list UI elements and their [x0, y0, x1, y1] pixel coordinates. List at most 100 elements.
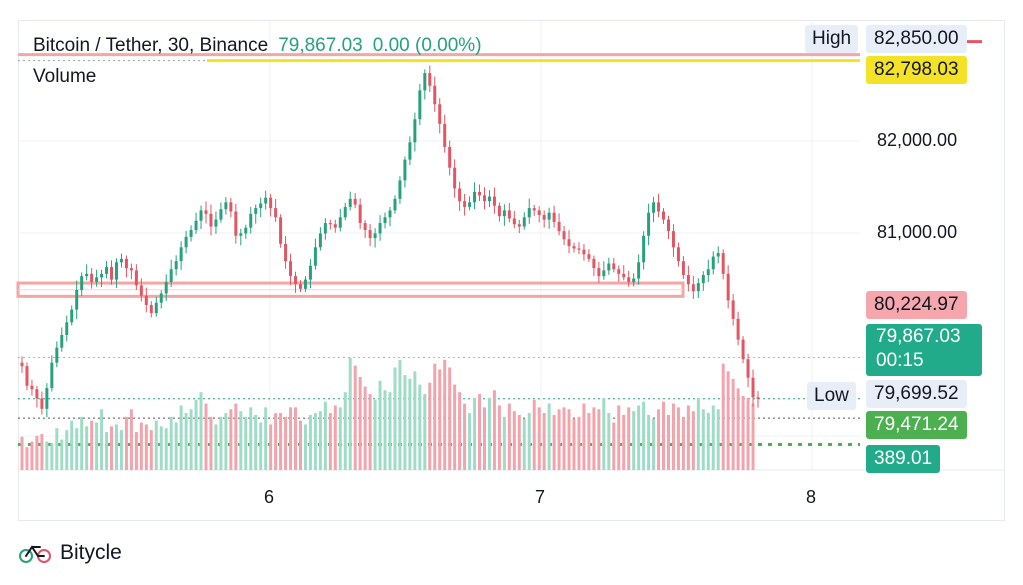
candle-body: [264, 197, 268, 204]
candle-body: [308, 265, 312, 280]
volume-bar: [716, 409, 720, 470]
candle-body: [478, 191, 482, 196]
volume-bar: [726, 371, 730, 470]
volume-bar: [632, 411, 636, 470]
candle-body: [169, 269, 173, 282]
candle-body: [736, 318, 740, 340]
candle-body: [443, 123, 447, 147]
candle-body: [75, 290, 79, 310]
candle-body: [507, 210, 511, 219]
volume-bar: [204, 403, 208, 470]
green-level-tag: 79,471.24: [866, 411, 967, 439]
candle-body: [358, 204, 362, 224]
candle-body: [60, 335, 64, 348]
candle-body: [557, 221, 561, 232]
volume-bar: [443, 359, 447, 470]
candle-body: [269, 197, 273, 209]
volume-bar: [323, 401, 327, 470]
volume-bar: [75, 428, 79, 470]
volume-bar: [617, 405, 621, 470]
candle-body: [363, 223, 367, 230]
candle-body: [671, 231, 675, 248]
candle-body: [184, 236, 188, 248]
volume-bar: [60, 439, 64, 470]
candle-body: [706, 269, 710, 275]
legend-last-price: 79,867.03: [278, 35, 363, 56]
volume-bar: [114, 424, 118, 470]
volume-bar: [622, 414, 626, 470]
candle-body: [686, 275, 690, 285]
volume-bar: [239, 411, 243, 470]
candle-body: [512, 218, 516, 225]
volume-bar: [164, 428, 168, 470]
volume-bar: [502, 416, 506, 470]
volume-bar: [552, 414, 556, 470]
candle-body: [542, 215, 546, 220]
candle-body: [597, 268, 601, 277]
volume-bar: [408, 378, 412, 470]
volume-bar: [701, 409, 705, 470]
candle-body: [532, 208, 536, 211]
volume-bar: [318, 411, 322, 470]
volume-bar: [294, 407, 298, 470]
volume-bar: [55, 428, 59, 470]
candle-body: [199, 210, 203, 221]
candle-body: [159, 293, 163, 303]
high-label: High: [805, 25, 859, 53]
candle-body: [497, 205, 501, 217]
volume-bar: [547, 403, 551, 470]
volume-bar: [119, 430, 123, 470]
volume-bar: [602, 397, 606, 470]
candle-body: [338, 217, 342, 228]
volume-bar: [100, 409, 104, 470]
candle-body: [254, 208, 258, 214]
candle-body: [134, 270, 138, 286]
volume-bar: [671, 403, 675, 470]
volume-bar: [35, 435, 39, 470]
volume-bar: [642, 401, 646, 470]
candle-body: [696, 283, 700, 292]
volume-bar: [363, 386, 367, 470]
candle-body: [318, 233, 322, 248]
red-level-tag: 80,224.97: [866, 291, 967, 319]
volume-bar: [20, 436, 24, 470]
volume-bar: [348, 358, 352, 470]
volume-bar: [647, 414, 651, 470]
candle-body: [249, 213, 253, 228]
volume-bar: [313, 413, 317, 470]
volume-bar: [45, 441, 49, 470]
candle-body: [313, 247, 317, 266]
candle-body: [482, 195, 486, 202]
candle-body: [274, 208, 278, 218]
volume-bar: [303, 424, 307, 470]
volume-bar: [448, 367, 452, 470]
candle-body: [691, 284, 695, 292]
volume-bar: [537, 407, 541, 470]
candle-body: [453, 167, 457, 189]
volume-bar: [333, 405, 337, 470]
volume-bar: [567, 409, 571, 470]
brand-logo[interactable]: Bitycle: [18, 541, 122, 565]
candle-body: [25, 366, 29, 386]
volume-bar: [328, 413, 332, 470]
volume-bar: [214, 424, 218, 470]
volume-bar: [736, 388, 740, 470]
volume-bar: [492, 390, 496, 470]
candle-body: [224, 202, 228, 210]
candle-body: [85, 273, 89, 277]
candle-body: [428, 73, 432, 86]
volume-bar: [50, 443, 54, 470]
time-tick-label: 6: [264, 487, 275, 507]
price-tick-label: 82,000.00: [877, 130, 958, 150]
candle-body: [279, 217, 283, 244]
candle-body: [348, 198, 352, 207]
volume-bar: [229, 409, 233, 470]
candle-body: [602, 270, 606, 277]
volume-bar: [637, 405, 641, 470]
volume-bar: [662, 401, 666, 470]
volume-bar: [497, 405, 501, 470]
candle-body: [383, 217, 387, 224]
candle-body: [527, 208, 531, 218]
candle-body: [119, 258, 123, 263]
